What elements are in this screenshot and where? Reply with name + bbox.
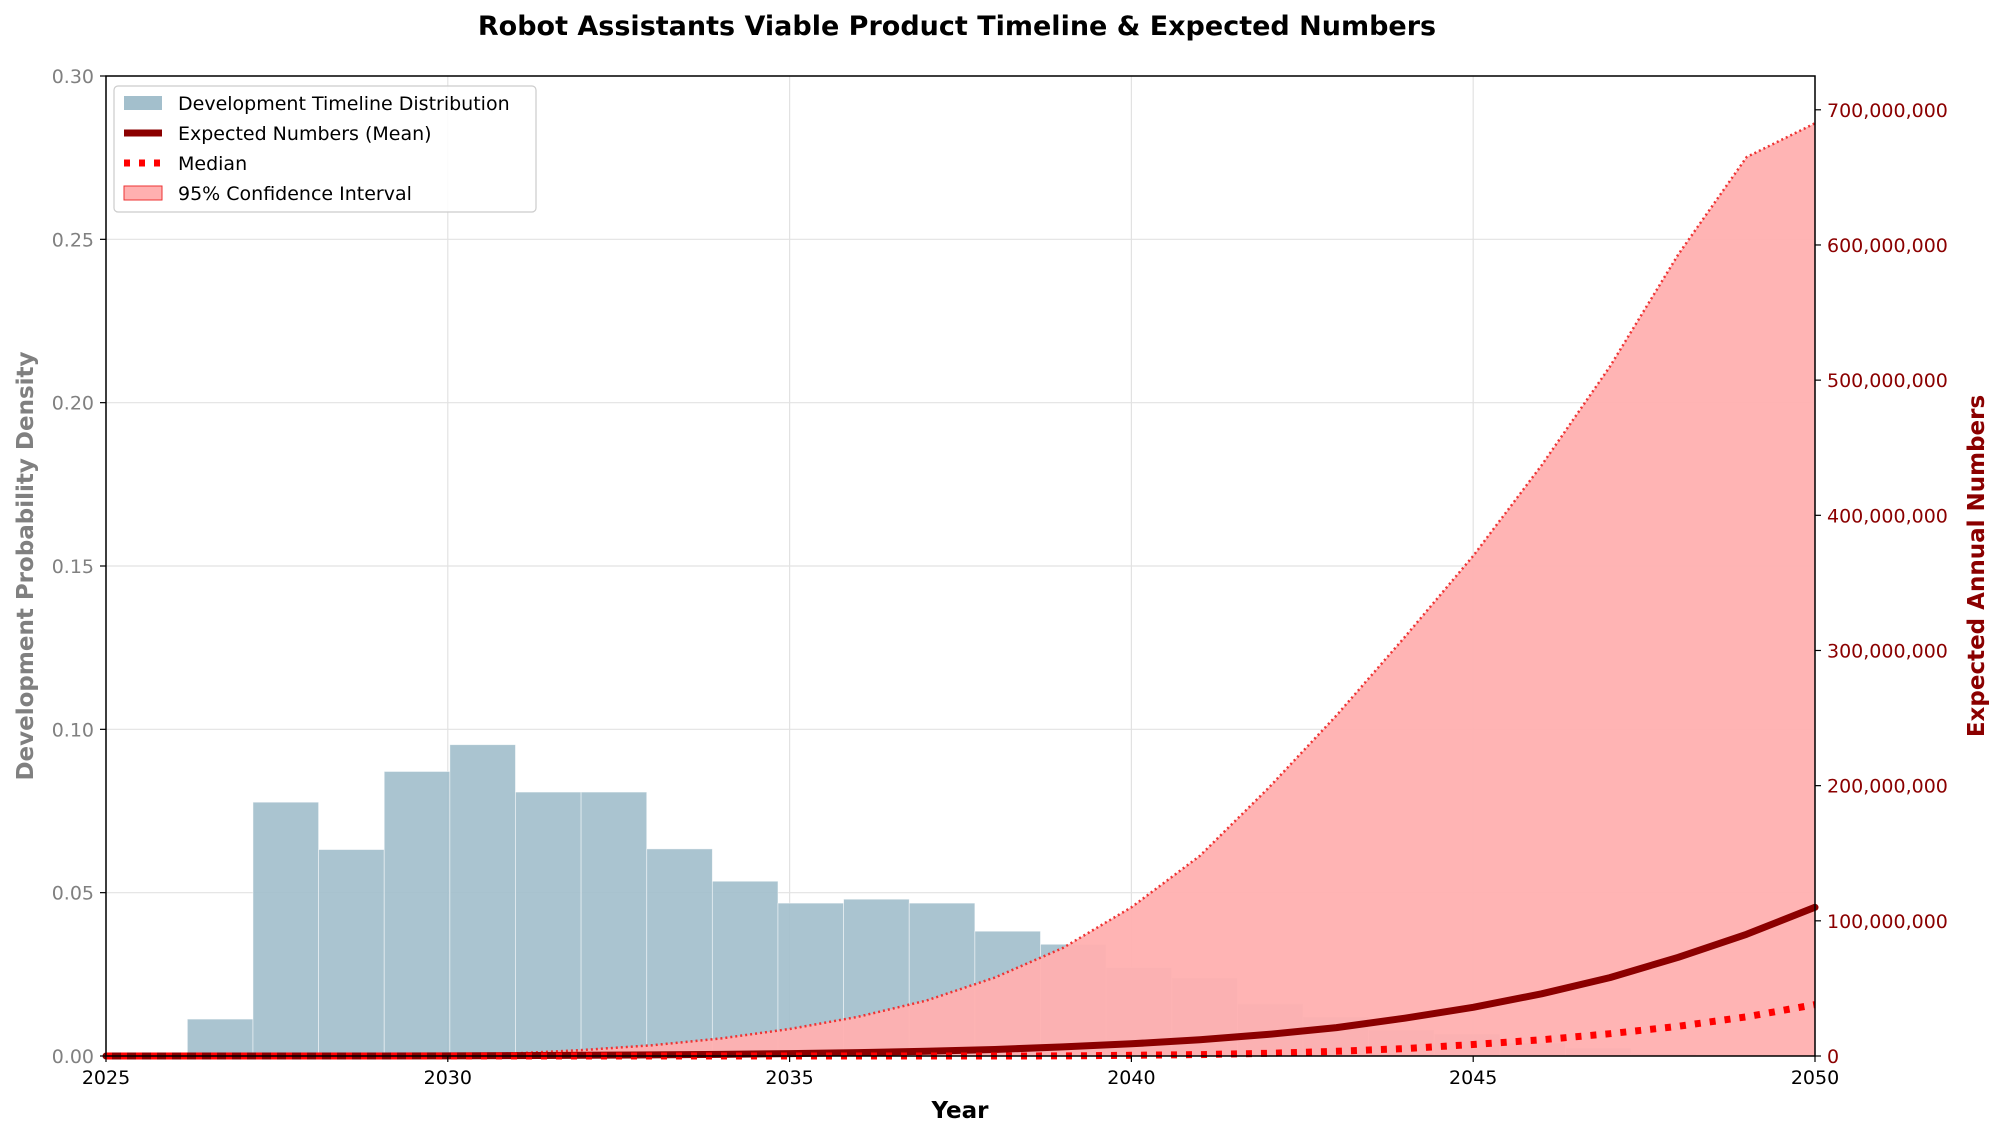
x-tick-label: 2045 — [1449, 1067, 1497, 1089]
y-left-tick-label: 0.25 — [52, 229, 94, 251]
x-axis-label: Year — [930, 1098, 989, 1124]
y-right-axis-label: Expected Annual Numbers — [1964, 395, 1990, 737]
histogram-bar — [383, 771, 451, 1057]
chart-title: Robot Assistants Viable Product Timeline… — [478, 11, 1436, 42]
histogram-bar — [711, 880, 779, 1057]
y-right-tick-label: 400,000,000 — [1827, 505, 1948, 527]
histogram-bar — [646, 848, 713, 1057]
y-right-tick-label: 100,000,000 — [1827, 911, 1948, 933]
y-left-tick-label: 0.15 — [52, 556, 94, 578]
legend-label-mean: Expected Numbers (Mean) — [178, 123, 432, 145]
legend-swatch-histogram — [124, 96, 162, 110]
y-left-tick-label: 0.05 — [52, 883, 94, 905]
y-right-tick-label: 0 — [1827, 1046, 1839, 1068]
legend: Development Timeline Distribution Expect… — [113, 85, 537, 213]
histogram-bar — [515, 791, 582, 1057]
ci-area — [106, 123, 1815, 1057]
y-right-tick-label: 600,000,000 — [1827, 235, 1948, 257]
x-tick-label: 2050 — [1791, 1067, 1839, 1089]
y-right-tick-label: 200,000,000 — [1827, 776, 1948, 798]
histogram-bar — [580, 791, 648, 1057]
x-tick-label: 2030 — [424, 1067, 472, 1089]
y-left-ticks: 0.00 0.05 0.10 0.15 0.20 0.25 0.30 — [52, 66, 106, 1068]
y-left-axis-label: Development Probability Density — [13, 351, 39, 780]
y-left-tick-label: 0.10 — [52, 719, 94, 741]
ci-upper-edge — [106, 122, 1816, 1058]
y-left-tick-label: 0.30 — [52, 66, 94, 88]
y-right-tick-label: 300,000,000 — [1827, 640, 1948, 662]
histogram-bar — [186, 1018, 254, 1057]
histogram-bar — [318, 849, 385, 1057]
y-right-tick-label: 500,000,000 — [1827, 370, 1948, 392]
y-left-tick-label: 0.00 — [52, 1046, 94, 1068]
legend-box — [113, 85, 537, 213]
legend-label-histogram: Development Timeline Distribution — [178, 93, 510, 115]
histogram-bar — [449, 744, 516, 1057]
y-right-tick-label: 700,000,000 — [1827, 100, 1948, 122]
histogram-bar — [252, 801, 319, 1057]
x-tick-label: 2035 — [765, 1067, 813, 1089]
x-tick-label: 2025 — [82, 1067, 130, 1089]
legend-label-median: Median — [178, 153, 247, 175]
legend-swatch-ci — [123, 185, 163, 201]
y-left-tick-label: 0.20 — [52, 393, 94, 415]
x-tick-label: 2040 — [1107, 1067, 1155, 1089]
y-right-ticks: 0 100,000,000 200,000,000 300,000,000 400,00… — [1815, 100, 1948, 1068]
legend-label-ci: 95% Confidence Interval — [178, 183, 412, 205]
x-ticks: 2025 2030 2035 2040 2045 2050 — [82, 1056, 1839, 1089]
